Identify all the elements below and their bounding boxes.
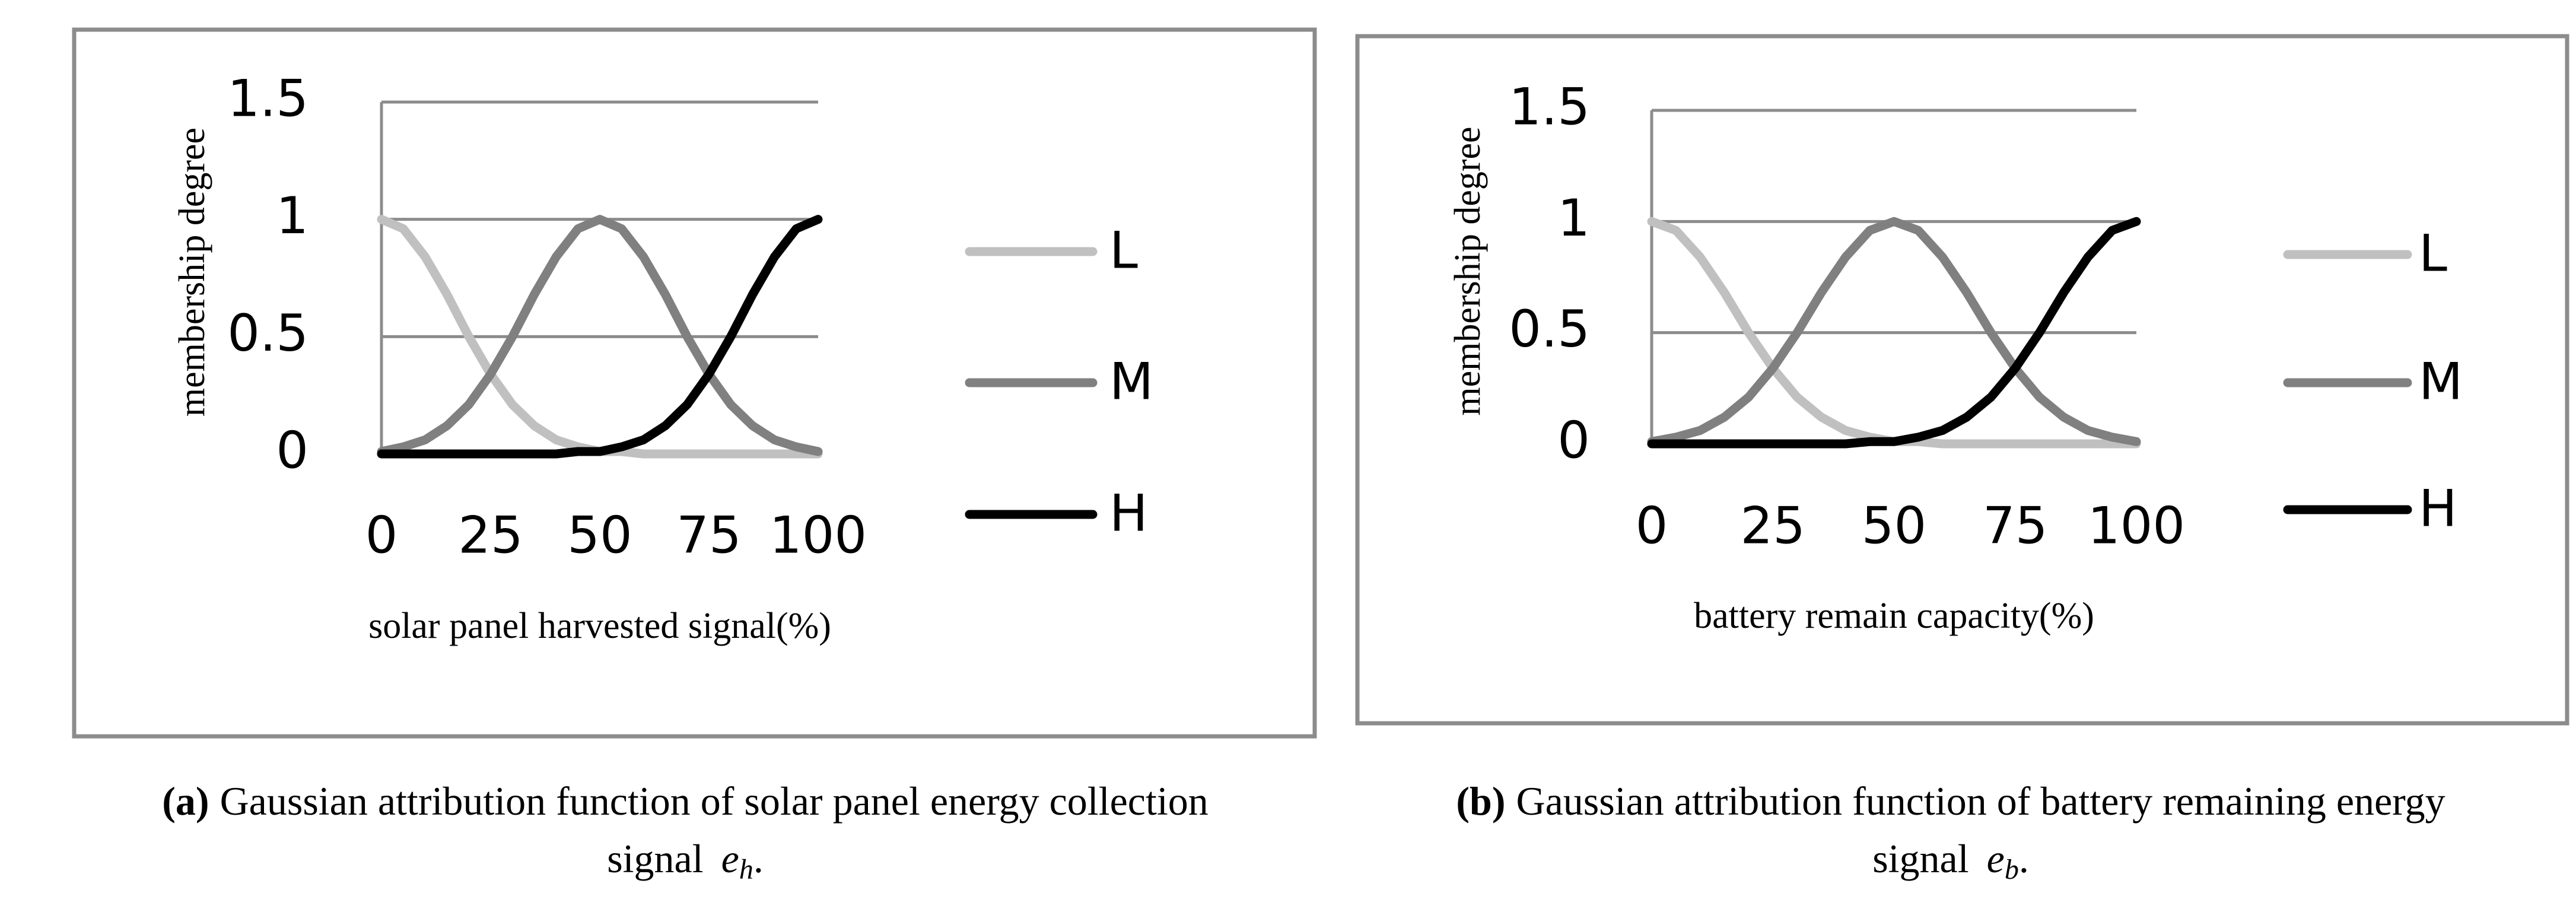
legend-label: L (2419, 224, 2447, 283)
series-line (377, 215, 823, 456)
caption-label: (a) (162, 778, 209, 824)
series-line (1647, 217, 2141, 449)
caption-line: signal eh. (607, 836, 764, 885)
y-axis-label: membership degree (1448, 126, 1488, 415)
chart-frame (72, 27, 1317, 739)
caption-label: (b) (1456, 778, 1505, 824)
x-tick-label: 75 (676, 506, 741, 565)
x-tick-label: 100 (769, 506, 867, 565)
caption-symbol: e (1987, 836, 2005, 881)
legend-label: H (2419, 479, 2457, 538)
x-tick-label: 50 (1862, 496, 1926, 555)
caption-subscript: b (2005, 854, 2019, 885)
x-axis-label: battery remain capacity(%) (1694, 596, 2094, 636)
caption-line: (b) Gaussian attribution function of batt… (1456, 778, 2445, 824)
x-tick-label: 0 (1636, 496, 1668, 555)
caption-line: signal eb. (1872, 836, 2029, 885)
y-tick-label: 0.5 (1509, 300, 1590, 359)
caption-end: . (2019, 836, 2029, 881)
x-tick-label: 25 (1741, 496, 1805, 555)
y-tick-label: 0.5 (227, 304, 309, 363)
legend-label: M (1109, 352, 1153, 411)
y-tick-label: 0 (276, 421, 309, 480)
x-tick-label: 50 (567, 506, 632, 565)
y-axis-label: membership degree (172, 128, 212, 417)
x-axis-label: solar panel harvested signal(%) (368, 606, 831, 646)
series-line (1647, 217, 2141, 446)
legend-label: L (1109, 221, 1138, 280)
y-tick-label: 1.5 (1509, 77, 1590, 136)
series-line (377, 215, 823, 459)
x-tick-label: 75 (1983, 496, 2047, 555)
x-tick-label: 25 (458, 506, 523, 565)
caption-text: signal (1872, 836, 1968, 881)
caption-symbol: e (721, 836, 739, 881)
caption-end: . (753, 836, 764, 881)
caption-subscript: h (739, 854, 753, 885)
x-tick-label: 0 (365, 506, 398, 565)
x-tick-label: 100 (2088, 496, 2185, 555)
y-tick-label: 1 (276, 186, 309, 246)
y-tick-label: 0 (1557, 411, 1590, 470)
caption-text: signal (607, 836, 703, 881)
caption-line: (a) Gaussian attribution function of sola… (162, 778, 1208, 824)
legend-label: H (1109, 484, 1148, 543)
caption-text: Gaussian attribution function of battery… (1516, 778, 2445, 824)
chart-frame (1355, 34, 2569, 726)
y-tick-label: 1.5 (227, 69, 309, 128)
y-tick-label: 1 (1557, 189, 1590, 248)
legend-label: M (2419, 352, 2463, 411)
caption-text: Gaussian attribution function of solar p… (220, 778, 1209, 824)
